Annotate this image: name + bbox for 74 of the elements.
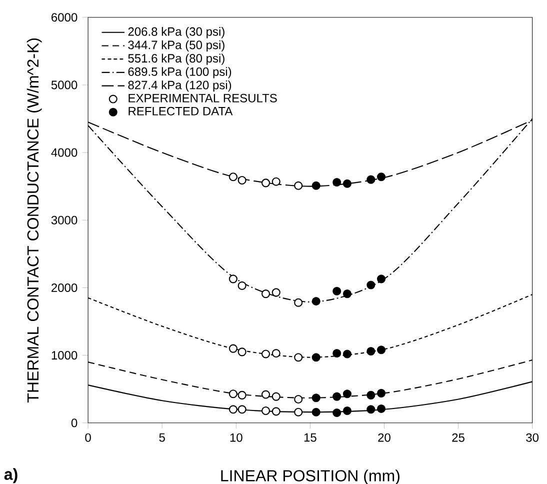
x-tick-label: 10 — [230, 433, 242, 442]
point — [294, 408, 303, 416]
x-tick-label: 30 — [526, 433, 539, 442]
point — [342, 406, 352, 415]
legend-label: 827.4 kPa (120 psi) — [128, 80, 232, 92]
point — [228, 389, 238, 398]
point — [332, 408, 342, 417]
x-axis-title: LINEAR POSITION (mm) — [221, 470, 400, 484]
y-tick-label: 3000 — [51, 216, 78, 224]
legend-label: 206.8 kPa (30 psi) — [128, 26, 224, 38]
y-axis-title: THERMAL CONTACT CONDUCTANCE (W/m^2-K) — [26, 38, 42, 402]
x-tick-label: 20 — [378, 433, 390, 442]
point — [366, 346, 376, 356]
point — [312, 408, 320, 416]
y-tick-label: 4000 — [51, 148, 78, 157]
point — [261, 350, 270, 358]
point — [312, 393, 320, 402]
point — [261, 289, 270, 298]
point — [342, 350, 352, 358]
point — [366, 404, 376, 414]
point — [376, 274, 386, 284]
point — [332, 286, 342, 296]
point — [294, 181, 303, 190]
point — [238, 390, 246, 400]
y-tick-label: 6000 — [52, 12, 78, 22]
point — [376, 346, 386, 354]
point — [261, 390, 270, 399]
point — [366, 175, 376, 184]
y-tick-label: 2000 — [52, 283, 78, 292]
legend-label: 689.5 kPa (100 psi) — [128, 66, 232, 78]
point — [228, 274, 238, 284]
legend-label: 551.6 kPa (80 psi) — [128, 54, 224, 65]
point — [342, 179, 352, 188]
point — [261, 406, 270, 415]
x-tick-label: 5 — [159, 433, 165, 442]
point — [294, 298, 303, 307]
point — [376, 172, 386, 181]
point — [294, 394, 303, 404]
point — [228, 172, 238, 181]
point — [332, 392, 342, 401]
x-tick-label: 15 — [304, 433, 316, 442]
x-tick-label: 25 — [452, 433, 464, 442]
point — [294, 352, 303, 362]
point — [312, 181, 320, 190]
point — [238, 404, 246, 414]
point — [272, 407, 280, 416]
point — [238, 348, 246, 356]
point — [272, 348, 280, 358]
point — [261, 178, 270, 188]
legend-label: EXPERIMENTAL RESULTS — [128, 94, 277, 102]
y-tick-label: 1000 — [52, 350, 78, 360]
legend-label: 344.7 kPa (50 psi) — [128, 40, 224, 52]
y-tick-label: 0 — [71, 418, 78, 428]
point — [312, 352, 320, 362]
point — [272, 288, 280, 297]
legend-label: REFLECTED DATA — [128, 106, 233, 116]
point — [366, 280, 376, 290]
point — [238, 176, 246, 184]
point — [228, 404, 238, 414]
point — [228, 344, 238, 353]
point — [272, 177, 280, 186]
y-tick-label: 5000 — [51, 80, 78, 90]
x-tick-label: 0 — [85, 433, 91, 442]
point — [342, 389, 352, 398]
point — [272, 392, 280, 401]
text: a) — [4, 468, 18, 483]
point — [312, 296, 320, 306]
point — [238, 281, 246, 290]
point — [366, 390, 376, 400]
point — [342, 289, 352, 298]
point — [376, 388, 386, 398]
point — [332, 348, 342, 358]
point — [376, 404, 386, 413]
point — [332, 178, 342, 186]
